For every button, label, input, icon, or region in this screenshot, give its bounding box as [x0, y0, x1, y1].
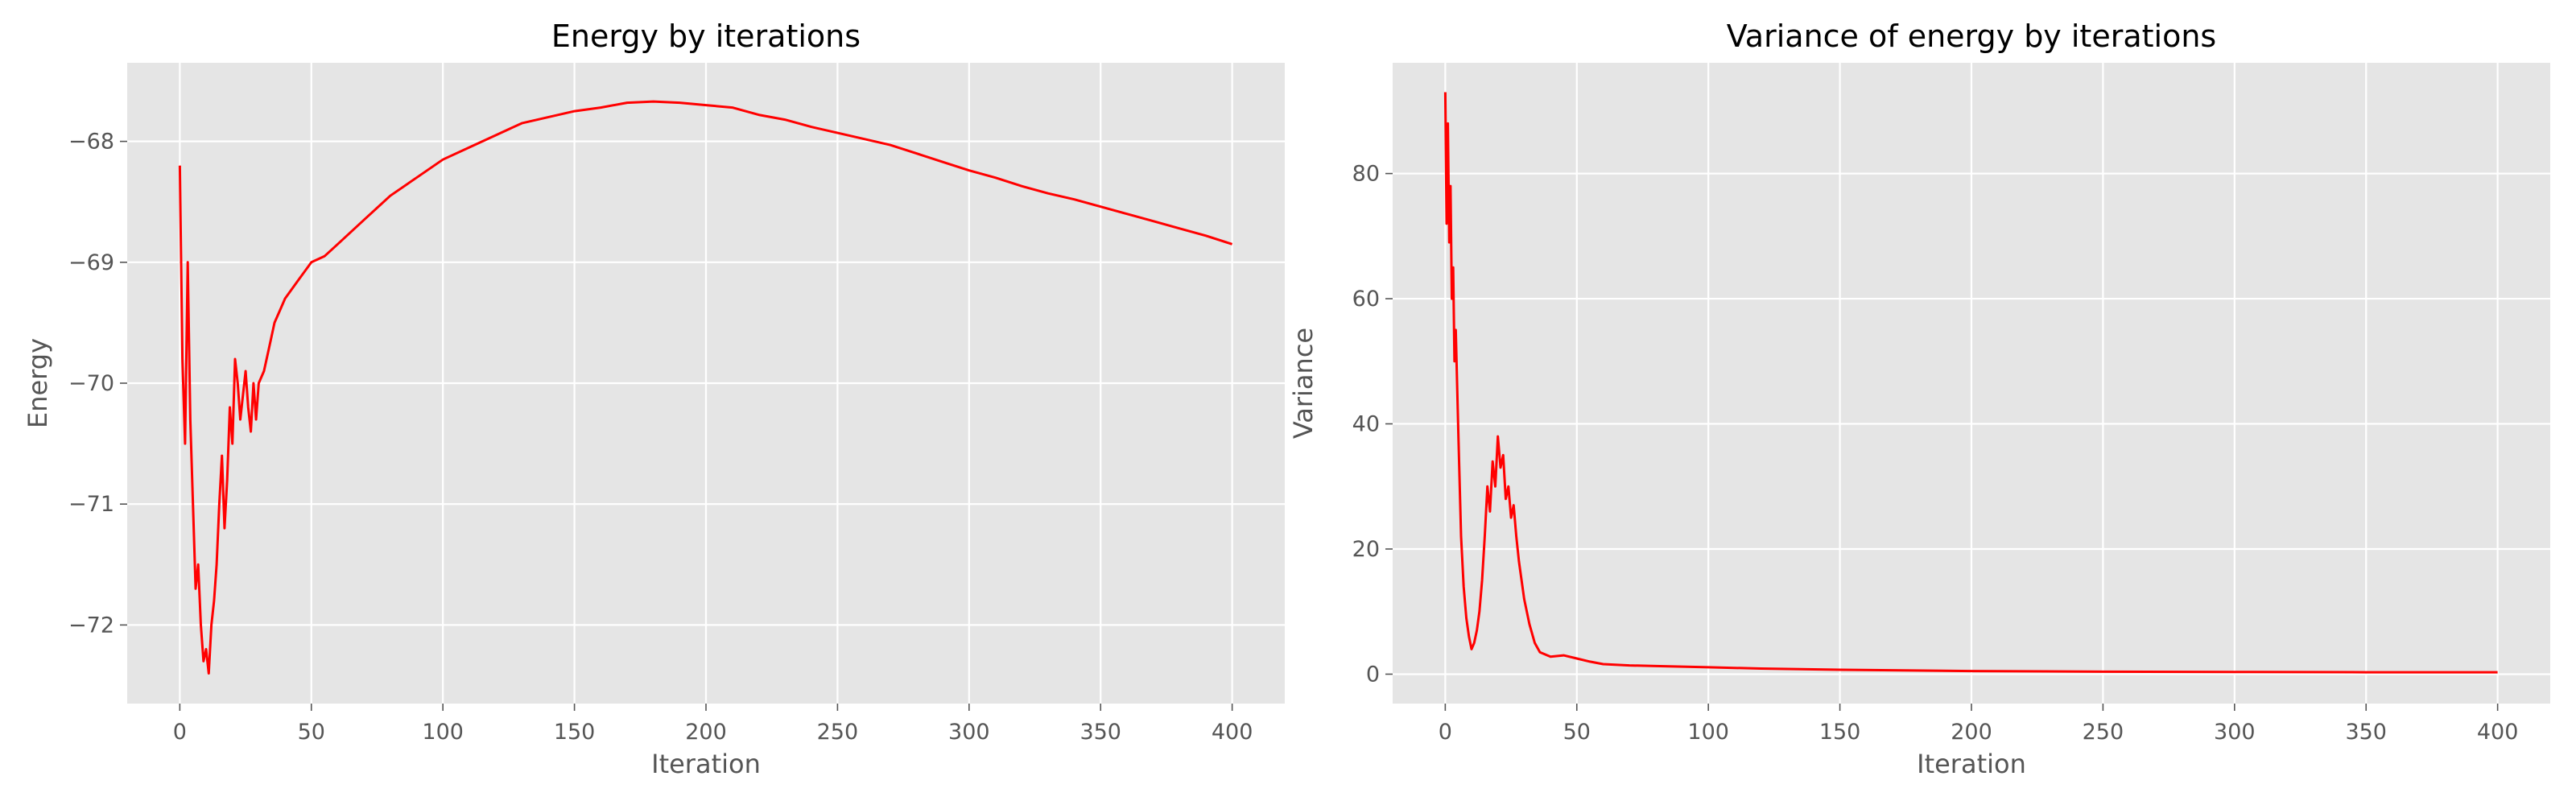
y-axis-label: Energy	[23, 338, 53, 428]
x-tick-label: 50	[1563, 720, 1591, 745]
y-tick-label: −71	[68, 492, 114, 517]
y-tick-label: −69	[68, 250, 114, 275]
x-tick-label: 0	[1439, 720, 1452, 745]
x-tick-label: 150	[554, 720, 596, 745]
x-tick-label: 250	[817, 720, 859, 745]
y-tick-label: 40	[1352, 412, 1380, 437]
x-tick-label: 400	[1212, 720, 1253, 745]
x-tick-label: 150	[1819, 720, 1861, 745]
x-tick-label: 300	[2214, 720, 2256, 745]
chart-panel-0: 0 50 100 150 200 250 300 350 400 −72 −71 −70 −69 −68 E…	[23, 19, 1285, 779]
x-tick-label: 0	[173, 720, 187, 745]
x-tick-label: 350	[1080, 720, 1121, 745]
chart-title: Variance of energy by iterations	[1727, 19, 2216, 54]
x-tick-label: 50	[298, 720, 325, 745]
y-tick-label: 60	[1352, 287, 1380, 312]
y-tick-label: 80	[1352, 162, 1380, 187]
x-tick-label: 250	[2083, 720, 2124, 745]
series-line-0	[178, 100, 1233, 675]
x-tick-label: 100	[1687, 720, 1729, 745]
x-tick-label: 400	[2477, 720, 2519, 745]
x-tick-label: 300	[948, 720, 990, 745]
x-axis-label: Iteration	[1917, 749, 2026, 779]
chart-title: Energy by iterations	[551, 19, 861, 54]
chart-panel-1: 0 50 100 150 200 250 300 350 400 0 20 40 60 80 Varianc…	[1288, 19, 2550, 779]
x-tick-label: 200	[1951, 720, 1992, 745]
y-tick-label: −70	[68, 371, 114, 396]
y-tick-label: 20	[1352, 537, 1380, 562]
x-tick-label: 200	[685, 720, 727, 745]
x-tick-label: 100	[422, 720, 464, 745]
x-axis-label: Iteration	[651, 749, 761, 779]
series-line-0	[1443, 92, 2498, 674]
y-tick-label: 0	[1366, 662, 1380, 687]
y-tick-label: −72	[68, 613, 114, 638]
y-tick-label: −68	[68, 130, 114, 155]
y-axis-label: Variance	[1288, 328, 1319, 439]
x-tick-label: 350	[2345, 720, 2387, 745]
